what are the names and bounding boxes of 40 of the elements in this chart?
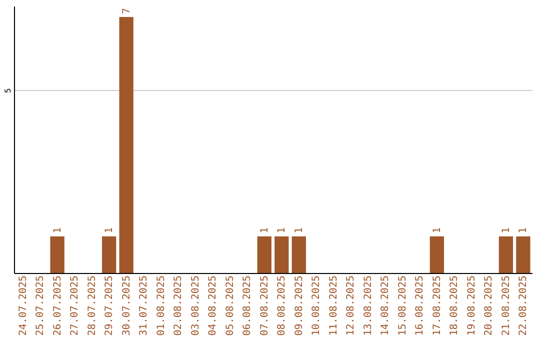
data-label: 1: [518, 227, 530, 234]
x-tick-label: 14.08.2025: [380, 276, 392, 336]
data-label: 1: [52, 227, 64, 234]
x-tick-label: 07.08.2025: [259, 276, 270, 336]
x-tick-label: 06.08.2025: [242, 276, 254, 336]
x-tick-label: 04.08.2025: [208, 276, 219, 336]
x-tick-label: 19.08.2025: [466, 276, 478, 336]
x-tick-label: 27.07.2025: [70, 276, 81, 336]
x-tick-label: 02.08.2025: [173, 276, 184, 336]
x-tick-label: 20.08.2025: [484, 276, 495, 336]
data-label: 1: [276, 227, 288, 234]
data-label: 1: [104, 227, 116, 234]
x-tick-label: 28.07.2025: [86, 276, 98, 336]
x-tick-label: 18.08.2025: [449, 276, 460, 336]
x-tick-label: 05.08.2025: [224, 276, 236, 336]
x-tick-label: 08.08.2025: [276, 276, 288, 336]
x-tick-label: 15.08.2025: [397, 276, 408, 336]
data-label: 1: [259, 227, 270, 234]
data-label: 1: [294, 227, 305, 234]
x-tick-label: 26.07.2025: [52, 276, 64, 336]
x-tick-label: 21.08.2025: [500, 276, 512, 336]
x-tick-label: 11.08.2025: [328, 276, 340, 336]
x-tick-label: 17.08.2025: [432, 276, 443, 336]
x-tick-label: 10.08.2025: [311, 276, 322, 336]
x-tick-label: 22.08.2025: [518, 276, 530, 336]
x-tick-label: 13.08.2025: [362, 276, 374, 336]
x-tick-label: 30.07.2025: [121, 276, 132, 336]
y-tick-label: 5: [4, 88, 12, 94]
x-tick-label: 16.08.2025: [414, 276, 426, 336]
x-tick-label: 29.07.2025: [104, 276, 116, 336]
x-tick-label: 24.07.2025: [18, 276, 29, 336]
x-tick-label: 31.07.2025: [138, 276, 150, 336]
x-tick-label: 09.08.2025: [294, 276, 305, 336]
data-label: 1: [500, 227, 512, 234]
x-tick-label: 01.08.2025: [156, 276, 167, 336]
x-tick-label: 12.08.2025: [346, 276, 357, 336]
data-label: 7: [121, 8, 132, 14]
x-tick-label: 25.07.2025: [35, 276, 46, 336]
data-label: 1: [432, 227, 443, 234]
x-tick-label: 03.08.2025: [190, 276, 202, 336]
